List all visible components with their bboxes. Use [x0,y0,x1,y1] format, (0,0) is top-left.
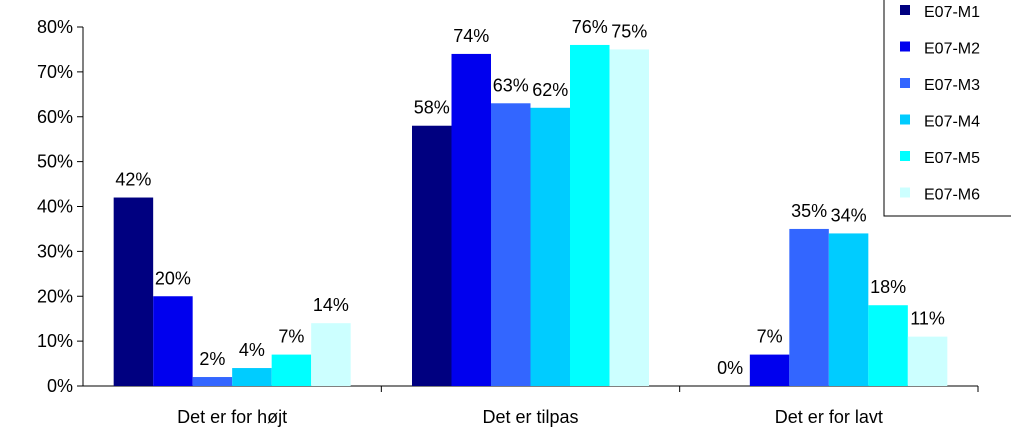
data-label: 74% [453,26,489,46]
bar-e07-m5 [271,354,312,386]
y-tick-label: 20% [37,286,73,306]
bar-e07-m6 [609,49,649,386]
legend-swatch [900,41,910,52]
data-label: 2% [199,349,225,369]
bar-e07-m4 [232,368,272,386]
bar-e07-m1 [412,125,452,386]
bar-e07-m5 [868,305,908,386]
data-label: 14% [313,295,349,315]
x-category-label: Det er for højt [177,407,287,427]
legend-label: E07-M2 [924,41,980,58]
y-tick-label: 0% [47,376,73,396]
bar-e07-m3 [192,377,233,386]
bar-e07-m3 [789,228,829,386]
bar-e07-m2 [451,53,491,387]
bar-e07-m6 [907,336,948,386]
x-category-label: Det er tilpas [482,407,578,427]
legend-label: E07-M6 [924,187,980,204]
bar-e07-m3 [491,103,531,386]
data-label: 4% [239,340,265,360]
legend-label: E07-M1 [924,4,980,21]
bar-e07-m5 [570,44,610,386]
y-tick-label: 10% [37,331,73,351]
data-label: 35% [791,201,827,221]
bar-e07-m4 [530,107,570,387]
bar-e07-m1 [113,197,154,386]
data-label: 7% [278,327,304,347]
legend-label: E07-M4 [924,114,980,131]
data-label: 75% [611,21,647,41]
data-label: 34% [831,205,867,225]
legend-box [883,0,1011,217]
data-label: 62% [532,80,568,100]
data-label: 11% [910,309,945,329]
y-tick-label: 50% [37,152,73,172]
bar-e07-m4 [828,233,869,386]
legend-swatch [900,5,910,15]
data-label: 42% [115,170,151,190]
legend-label: E07-M5 [924,150,980,167]
bar-e07-m6 [311,323,351,386]
data-label: 20% [155,268,191,288]
y-tick-label: 70% [37,62,73,82]
data-label: 63% [493,75,529,95]
legend-swatch [900,187,910,198]
y-tick-label: 80% [37,17,73,37]
legend-swatch [900,114,910,125]
bar-e07-m2 [153,296,193,386]
data-label: 7% [757,327,783,347]
y-tick-label: 60% [37,107,73,127]
data-label: 76% [572,17,608,37]
legend-swatch [900,151,910,161]
y-tick-label: 30% [37,241,73,261]
legend-label: E07-M3 [924,77,980,94]
y-tick-label: 40% [37,197,73,217]
data-label: 58% [414,98,450,118]
data-label: 18% [870,277,906,297]
data-label: 0% [717,358,743,378]
x-category-label: Det er for lavt [775,407,883,427]
legend-swatch [900,78,910,88]
bar-e07-m2 [749,354,790,386]
